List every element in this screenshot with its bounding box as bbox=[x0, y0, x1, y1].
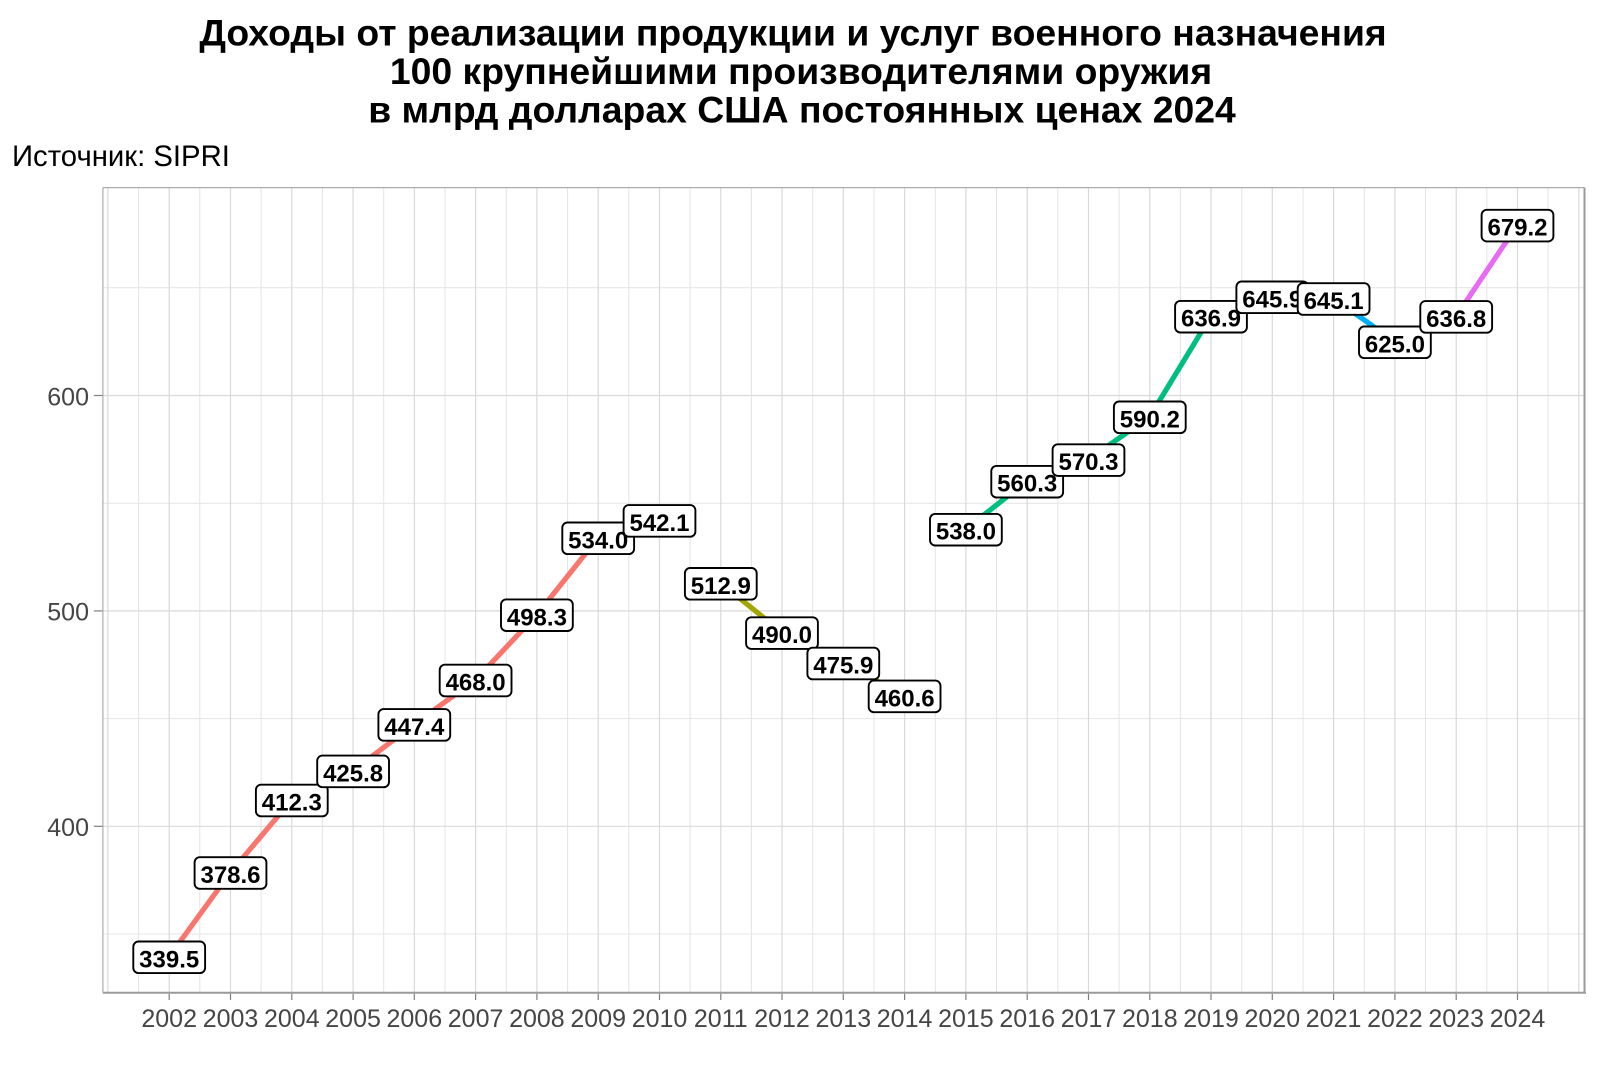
svg-text:600: 600 bbox=[47, 383, 89, 411]
svg-text:2013: 2013 bbox=[815, 1005, 871, 1033]
svg-text:2021: 2021 bbox=[1306, 1005, 1362, 1033]
svg-text:645.1: 645.1 bbox=[1304, 288, 1364, 315]
svg-text:590.2: 590.2 bbox=[1120, 406, 1180, 433]
svg-text:412.3: 412.3 bbox=[262, 790, 322, 817]
svg-text:2004: 2004 bbox=[264, 1005, 320, 1033]
svg-text:538.0: 538.0 bbox=[936, 519, 996, 546]
svg-text:425.8: 425.8 bbox=[323, 760, 383, 787]
svg-text:2005: 2005 bbox=[325, 1005, 381, 1033]
svg-text:2009: 2009 bbox=[570, 1005, 626, 1033]
svg-text:534.0: 534.0 bbox=[568, 527, 628, 554]
svg-text:378.6: 378.6 bbox=[200, 862, 260, 889]
svg-text:Источник: SIPRI: Источник: SIPRI bbox=[12, 140, 230, 173]
svg-text:2003: 2003 bbox=[203, 1005, 259, 1033]
svg-text:447.4: 447.4 bbox=[384, 714, 445, 741]
svg-text:498.3: 498.3 bbox=[507, 604, 567, 631]
svg-text:2016: 2016 bbox=[999, 1005, 1055, 1033]
svg-text:2007: 2007 bbox=[448, 1005, 504, 1033]
svg-text:2024: 2024 bbox=[1490, 1005, 1546, 1033]
svg-text:Доходы от реализации продукции: Доходы от реализации продукции и услуг в… bbox=[199, 11, 1386, 53]
svg-text:2018: 2018 bbox=[1122, 1005, 1178, 1033]
svg-text:500: 500 bbox=[47, 599, 89, 627]
svg-text:2006: 2006 bbox=[386, 1005, 442, 1033]
svg-text:490.0: 490.0 bbox=[752, 622, 812, 649]
svg-text:512.9: 512.9 bbox=[691, 573, 751, 600]
svg-text:2017: 2017 bbox=[1061, 1005, 1117, 1033]
svg-text:679.2: 679.2 bbox=[1487, 215, 1547, 242]
svg-text:в млрд долларах США постоянных: в млрд долларах США постоянных ценах 202… bbox=[368, 89, 1236, 131]
svg-text:645.9: 645.9 bbox=[1242, 286, 1302, 313]
svg-text:460.6: 460.6 bbox=[875, 686, 935, 713]
svg-text:560.3: 560.3 bbox=[997, 471, 1057, 498]
svg-text:2011: 2011 bbox=[694, 1005, 748, 1033]
svg-text:400: 400 bbox=[47, 814, 89, 842]
svg-text:636.8: 636.8 bbox=[1426, 306, 1486, 333]
svg-text:625.0: 625.0 bbox=[1365, 331, 1425, 358]
svg-text:339.5: 339.5 bbox=[139, 946, 199, 973]
svg-text:468.0: 468.0 bbox=[446, 670, 506, 697]
svg-text:2019: 2019 bbox=[1183, 1005, 1239, 1033]
svg-text:2012: 2012 bbox=[754, 1005, 810, 1033]
svg-text:2010: 2010 bbox=[632, 1005, 688, 1033]
svg-text:100 крупнейшими производителям: 100 крупнейшими производителями оружия bbox=[390, 50, 1212, 92]
svg-text:2023: 2023 bbox=[1428, 1005, 1484, 1033]
svg-text:2002: 2002 bbox=[141, 1005, 197, 1033]
svg-text:542.1: 542.1 bbox=[629, 510, 689, 537]
svg-text:2015: 2015 bbox=[938, 1005, 994, 1033]
svg-text:475.9: 475.9 bbox=[813, 653, 873, 680]
svg-text:2020: 2020 bbox=[1244, 1005, 1300, 1033]
svg-text:570.3: 570.3 bbox=[1058, 449, 1118, 476]
svg-text:2008: 2008 bbox=[509, 1005, 565, 1033]
svg-text:2022: 2022 bbox=[1367, 1005, 1423, 1033]
svg-text:2014: 2014 bbox=[877, 1005, 933, 1033]
svg-text:636.9: 636.9 bbox=[1181, 306, 1241, 333]
